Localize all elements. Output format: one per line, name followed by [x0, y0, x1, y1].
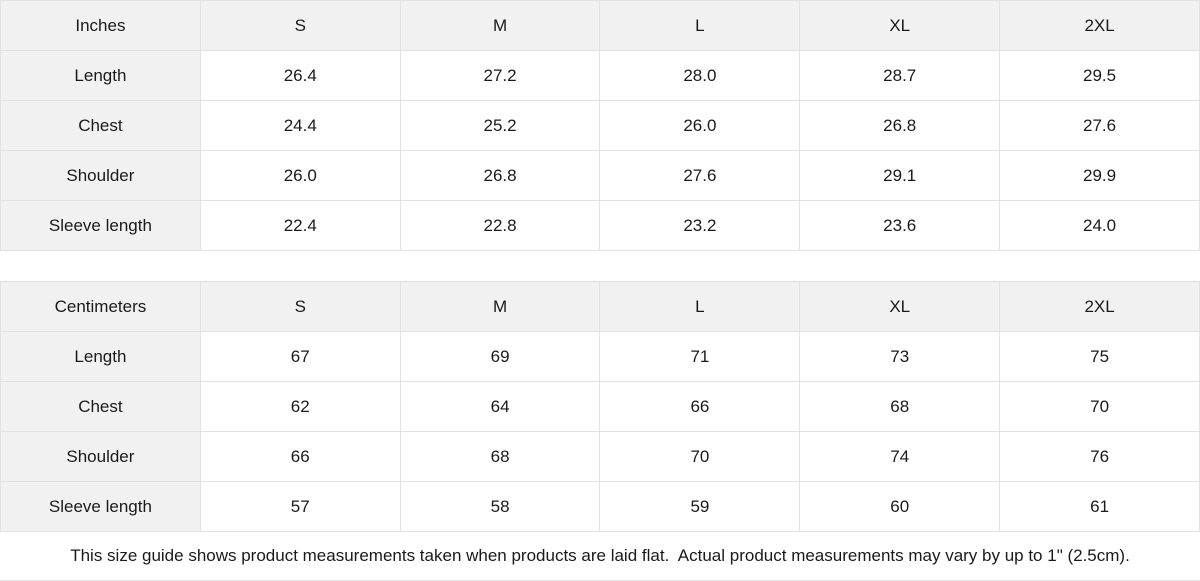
inches-row-chest: Chest 24.4 25.2 26.0 26.8 27.6 — [0, 100, 1200, 151]
row-label: Sleeve length — [0, 481, 201, 532]
centimeters-column-header-s: S — [199, 281, 401, 332]
row-label: Length — [0, 331, 201, 382]
inches-unit-header: Inches — [0, 0, 201, 51]
size-guide-note: This size guide shows product measuremen… — [0, 532, 1200, 581]
centimeters-row-length: Length 67 69 71 73 75 — [0, 331, 1200, 382]
inches-column-header-s: S — [199, 0, 401, 51]
size-value-cell: 70 — [999, 381, 1200, 432]
size-value-cell: 24.4 — [199, 100, 401, 151]
centimeters-column-header-m: M — [399, 281, 601, 332]
size-value-cell: 68 — [799, 381, 1001, 432]
size-value-cell: 66 — [599, 381, 801, 432]
size-value-cell: 27.6 — [599, 150, 801, 201]
centimeters-row-sleeve-length: Sleeve length 57 58 59 60 61 — [0, 481, 1200, 532]
row-label: Sleeve length — [0, 200, 201, 251]
size-value-cell: 26.4 — [199, 50, 401, 101]
row-label: Length — [0, 50, 201, 101]
size-value-cell: 64 — [399, 381, 601, 432]
size-value-cell: 57 — [199, 481, 401, 532]
size-value-cell: 67 — [199, 331, 401, 382]
size-value-cell: 74 — [799, 431, 1001, 482]
row-label: Chest — [0, 100, 201, 151]
inches-row-length: Length 26.4 27.2 28.0 28.7 29.5 — [0, 50, 1200, 101]
inches-column-header-2xl: 2XL — [999, 0, 1200, 51]
size-value-cell: 71 — [599, 331, 801, 382]
inches-row-sleeve-length: Sleeve length 22.4 22.8 23.2 23.6 24.0 — [0, 200, 1200, 251]
size-value-cell: 27.6 — [999, 100, 1200, 151]
size-value-cell: 59 — [599, 481, 801, 532]
centimeters-column-header-xl: XL — [799, 281, 1001, 332]
inches-column-header-xl: XL — [799, 0, 1001, 51]
centimeters-header-row: Centimeters S M L XL 2XL — [0, 281, 1200, 332]
row-label: Shoulder — [0, 431, 201, 482]
centimeters-table: Centimeters S M L XL 2XL Length 67 69 71… — [0, 281, 1200, 532]
size-value-cell: 68 — [399, 431, 601, 482]
size-value-cell: 76 — [999, 431, 1200, 482]
size-value-cell: 62 — [199, 381, 401, 432]
row-label: Chest — [0, 381, 201, 432]
size-value-cell: 28.0 — [599, 50, 801, 101]
size-value-cell: 60 — [799, 481, 1001, 532]
size-value-cell: 29.9 — [999, 150, 1200, 201]
size-value-cell: 73 — [799, 331, 1001, 382]
size-value-cell: 23.6 — [799, 200, 1001, 251]
table-gap — [0, 251, 1200, 281]
size-value-cell: 25.2 — [399, 100, 601, 151]
row-label: Shoulder — [0, 150, 201, 201]
size-value-cell: 58 — [399, 481, 601, 532]
size-value-cell: 26.8 — [799, 100, 1001, 151]
size-value-cell: 26.8 — [399, 150, 601, 201]
size-value-cell: 26.0 — [599, 100, 801, 151]
size-value-cell: 69 — [399, 331, 601, 382]
size-value-cell: 23.2 — [599, 200, 801, 251]
size-value-cell: 29.5 — [999, 50, 1200, 101]
size-value-cell: 28.7 — [799, 50, 1001, 101]
size-value-cell: 29.1 — [799, 150, 1001, 201]
centimeters-row-chest: Chest 62 64 66 68 70 — [0, 381, 1200, 432]
size-value-cell: 70 — [599, 431, 801, 482]
inches-column-header-m: M — [399, 0, 601, 51]
centimeters-row-shoulder: Shoulder 66 68 70 74 76 — [0, 431, 1200, 482]
size-value-cell: 24.0 — [999, 200, 1200, 251]
centimeters-column-header-l: L — [599, 281, 801, 332]
centimeters-column-header-2xl: 2XL — [999, 281, 1200, 332]
size-value-cell: 75 — [999, 331, 1200, 382]
size-value-cell: 66 — [199, 431, 401, 482]
inches-row-shoulder: Shoulder 26.0 26.8 27.6 29.1 29.9 — [0, 150, 1200, 201]
size-value-cell: 26.0 — [199, 150, 401, 201]
inches-column-header-l: L — [599, 0, 801, 51]
centimeters-unit-header: Centimeters — [0, 281, 201, 332]
size-value-cell: 27.2 — [399, 50, 601, 101]
inches-table: Inches S M L XL 2XL Length 26.4 27.2 28.… — [0, 0, 1200, 251]
inches-header-row: Inches S M L XL 2XL — [0, 0, 1200, 51]
size-value-cell: 22.8 — [399, 200, 601, 251]
size-value-cell: 61 — [999, 481, 1200, 532]
size-value-cell: 22.4 — [199, 200, 401, 251]
